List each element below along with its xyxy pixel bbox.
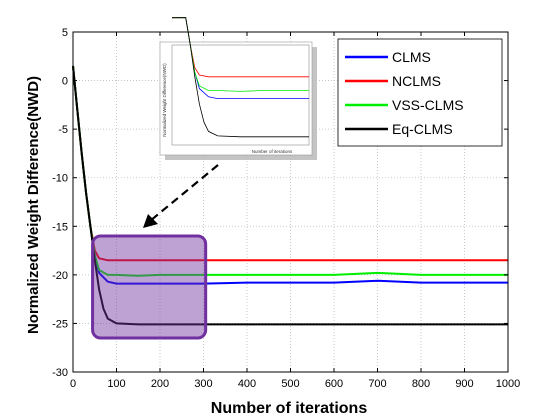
x-tick-label: 700 <box>368 378 386 390</box>
legend-label: CLMS <box>392 49 431 65</box>
inset-xlabel: Number of iterations <box>252 149 293 154</box>
x-tick-label: 500 <box>281 378 299 390</box>
x-tick-label: 800 <box>412 378 430 390</box>
x-tick-label: 600 <box>325 378 343 390</box>
x-tick-label: 400 <box>238 378 256 390</box>
inset-axes <box>171 44 310 146</box>
y-axis-title: Normalized Weight Difference(NWD) <box>25 76 42 334</box>
legend-label: NCLMS <box>392 73 441 89</box>
x-tick-label: 0 <box>70 378 76 390</box>
y-tick-label: -15 <box>52 221 68 233</box>
series-line-eq-clms <box>72 65 508 326</box>
x-tick-label: 300 <box>194 378 212 390</box>
x-tick-label: 200 <box>151 378 169 390</box>
legend-items: CLMS NCLMS VSS-CLMS Eq-CLMS <box>345 49 464 137</box>
y-tick-label: -5 <box>58 124 68 136</box>
ticks: 0 100 200 300 400 500 600 700 800 900 1000 5 0 -5 -10 -… <box>52 27 520 390</box>
inset-lines <box>172 17 309 138</box>
y-tick-label: 5 <box>62 27 68 39</box>
y-tick-label: -25 <box>52 318 68 330</box>
highlight-layer <box>91 234 208 340</box>
inset-line-eq-clms <box>172 17 309 138</box>
series-layer <box>72 65 508 326</box>
zoom-arrow-head <box>143 214 158 228</box>
x-tick-label: 900 <box>455 378 473 390</box>
x-tick-label: 1000 <box>496 378 520 390</box>
y-tick-label: 0 <box>62 76 68 88</box>
legend: CLMS NCLMS VSS-CLMS Eq-CLMS <box>337 38 503 147</box>
inset-zoom-view: Number of iterations Normalized Weight D… <box>159 17 317 160</box>
zoom-arrow <box>149 164 219 222</box>
zoom-highlight-box <box>91 234 208 340</box>
legend-label: VSS-CLMS <box>392 97 464 113</box>
inset-ylabel: Normalized Weight Difference(NWD) <box>162 63 167 137</box>
y-tick-label: -30 <box>52 367 68 379</box>
y-tick-label: -20 <box>52 270 68 282</box>
x-axis-title: Number of iterations <box>211 400 368 417</box>
x-tick-label: 100 <box>107 378 125 390</box>
legend-label: Eq-CLMS <box>392 121 453 137</box>
y-tick-label: -10 <box>52 173 68 185</box>
